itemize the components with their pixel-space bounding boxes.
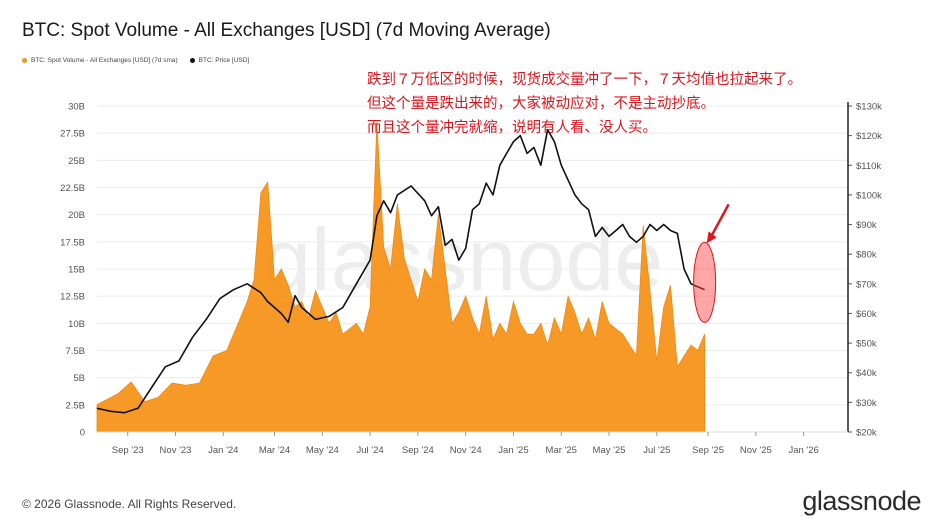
y-right-tick-label: $80k [856,250,877,261]
y-right-tick-label: $70k [856,279,877,290]
y-right-tick-label: $100k [856,190,882,201]
annotation-text: 跌到７万低区的时候，现货成交量冲了一下，７天均值也拉起来了。 但这个量是跌出来的… [367,68,802,140]
annotation-line-2: 但这个量是跌出来的，大家被动应对，不是主动抄底。 [367,96,715,112]
x-tick-label: Sep '23 [112,445,144,456]
y-left-tick-label: 22.5B [60,183,85,194]
y-right-tick-label: $20k [856,428,877,439]
x-tick-label: May '24 [306,445,339,456]
y-right-tick-label: $110k [856,161,881,172]
x-tick-label: Jan '24 [208,445,238,456]
y-left-tick-label: 15B [68,265,85,276]
annotation-line-3: 而且这个量冲完就缩，说明有人看、没人买。 [367,120,657,136]
y-left-tick-label: 0 [80,428,85,439]
brand-logo: glassnode [802,486,921,516]
legend-dot-price [189,58,195,63]
y-right-tick-label: $40k [856,368,877,379]
annotation-line-1: 跌到７万低区的时候，现货成交量冲了一下，７天均值也拉起来了。 [367,72,802,88]
annotation-arrow-shaft [708,203,730,240]
x-tick-label: Mar '25 [546,445,577,456]
y-left-tick-label: 20B [68,210,85,221]
x-tick-label: Nov '25 [740,445,772,456]
y-left-tick-label: 5B [73,373,85,384]
highlight-ellipse [693,241,717,323]
legend-item-price[interactable]: BTC: Price [USD] [189,57,250,64]
y-right-tick-label: $50k [856,339,877,350]
x-tick-label: May '25 [593,445,626,456]
y-right-tick-label: $60k [856,309,877,320]
watermark: glassnode [262,210,663,309]
x-tick-label: Jul '25 [643,445,670,456]
y-right-tick-label: $130k [856,102,882,113]
legend-dot-volume [22,58,27,63]
annotation-arrow-head [706,231,717,244]
x-tick-label: Nov '23 [160,445,192,456]
legend: BTC: Spot Volume - All Exchanges [USD] (… [22,57,249,64]
price-line-series [96,128,705,414]
x-tick-label: Sep '24 [402,445,434,456]
copyright: © 2026 Glassnode. All Rights Reserved. [22,497,237,511]
legend-label-volume: BTC: Spot Volume - All Exchanges [USD] (… [31,57,178,64]
legend-label-price: BTC: Price [USD] [198,57,250,64]
y-right-tick-label: $90k [856,220,877,231]
y-left-tick-label: 7.5B [65,346,85,357]
x-tick-label: Jan '26 [788,445,818,456]
y-left-tick-label: 10B [68,319,85,330]
x-tick-label: Jan '25 [498,445,528,456]
legend-item-volume[interactable]: BTC: Spot Volume - All Exchanges [USD] (… [22,57,178,64]
y-left-tick-label: 17.5B [60,237,85,248]
y-left-tick-label: 27.5B [60,129,85,140]
y-right-tick-label: $120k [856,131,882,142]
x-tick-label: Mar '24 [259,445,290,456]
x-tick-label: Jul '24 [357,445,384,456]
y-left-tick-label: 12.5B [60,292,85,303]
y-left-tick-label: 2.5B [65,400,85,411]
x-tick-label: Sep '25 [692,445,724,456]
y-right-tick-label: $30k [856,398,877,409]
x-tick-label: Nov '24 [450,445,482,456]
y-left-tick-label: 30B [68,102,85,113]
y-left-tick-label: 25B [68,156,85,167]
chart-title: BTC: Spot Volume - All Exchanges [USD] (… [22,20,551,41]
volume-area-series [96,122,706,433]
